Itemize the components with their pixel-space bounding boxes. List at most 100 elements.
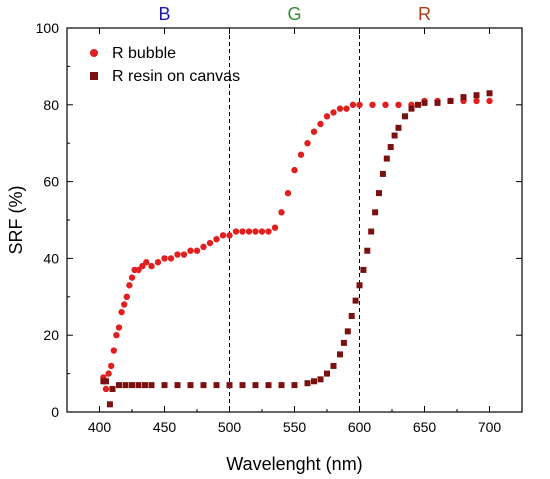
x-tick-label-450: 450 <box>153 419 177 435</box>
r-bubble-point <box>118 308 125 316</box>
r-bubble-point <box>113 332 120 339</box>
r-bubble-point <box>139 262 146 270</box>
r-bubble-point <box>115 324 123 331</box>
r-resin-on-canvas-point <box>379 170 386 177</box>
r-bubble-point <box>232 228 240 235</box>
r-resin-on-canvas-point <box>460 94 467 101</box>
r-bubble-point <box>343 105 350 112</box>
r-bubble-point <box>213 236 220 243</box>
r-bubble-point <box>304 140 311 147</box>
x-tick-label-700: 700 <box>478 419 502 435</box>
r-bubble-point <box>121 301 128 308</box>
r-bubble-point <box>135 266 142 274</box>
r-resin-on-canvas-point <box>109 385 116 392</box>
legend-label-r-bubble: R bubble <box>112 45 176 62</box>
r-bubble-point <box>193 247 201 254</box>
r-bubble-point <box>161 255 168 262</box>
r-bubble-point <box>128 274 136 281</box>
r-resin-on-canvas-point <box>376 190 382 197</box>
plot-frame <box>66 27 523 413</box>
r-resin-on-canvas-point <box>106 401 113 408</box>
r-resin-on-canvas-point <box>415 101 421 108</box>
r-resin-on-canvas-point <box>344 328 351 335</box>
r-resin-on-canvas-point <box>348 313 355 319</box>
r-resin-on-canvas-point <box>391 132 398 139</box>
r-resin-on-canvas-point <box>368 228 375 235</box>
x-tick-label-400: 400 <box>88 419 112 435</box>
r-resin-on-canvas-point <box>383 155 390 162</box>
r-resin-on-canvas-point <box>174 382 181 389</box>
r-resin-on-canvas-point <box>337 351 343 358</box>
legend-marker-r-bubble <box>90 49 98 57</box>
r-resin-on-canvas-point <box>395 124 402 131</box>
r-resin-on-canvas-point <box>239 382 246 389</box>
r-resin-on-canvas-point <box>408 105 415 112</box>
r-resin-on-canvas-point <box>278 382 285 389</box>
y-tick-label-60: 60 <box>43 174 59 190</box>
r-bubble-point <box>317 120 324 128</box>
r-resin-on-canvas-point <box>116 382 122 389</box>
r-resin-on-canvas-point <box>447 97 454 104</box>
x-tick-label-500: 500 <box>218 419 242 435</box>
r-bubble-point <box>154 259 162 266</box>
r-resin-on-canvas-point <box>360 266 367 273</box>
r-resin-on-canvas-point <box>142 382 148 389</box>
r-bubble-point <box>148 262 155 270</box>
x-axis: 400 450 500 550 600 650 700 <box>66 28 523 435</box>
x-axis-title: Wavelenght (nm) <box>226 454 362 474</box>
r-bubble-point <box>369 101 376 109</box>
r-bubble-point <box>486 97 493 105</box>
r-bubble-point <box>382 101 389 109</box>
x-tick-label-650: 650 <box>413 419 437 435</box>
r-bubble-point <box>123 293 130 300</box>
r-bubble-point <box>323 113 331 120</box>
r-resin-on-canvas-point <box>103 378 109 385</box>
r-bubble-point <box>245 228 253 235</box>
r-bubble-point <box>473 97 480 105</box>
r-bubble-point <box>349 101 357 109</box>
r-resin-on-canvas-point <box>252 382 259 389</box>
r-bubble-point <box>297 151 305 158</box>
r-bubble-point <box>252 228 259 235</box>
region-label-g: G <box>287 4 301 24</box>
r-bubble-point <box>310 128 318 135</box>
r-bubble-point <box>143 259 150 266</box>
y-tick-label-80: 80 <box>43 97 59 113</box>
r-bubble-point <box>180 251 188 258</box>
r-resin-on-canvas-point <box>364 247 371 254</box>
r-bubble-point <box>167 255 175 262</box>
series-points <box>100 90 493 408</box>
legend-label-r-resin-on-canvas: R resin on canvas <box>112 68 240 85</box>
r-bubble-point <box>110 347 118 354</box>
r-bubble-point <box>271 224 279 231</box>
r-resin-on-canvas-point <box>226 382 233 389</box>
r-resin-on-canvas-point <box>340 339 347 346</box>
r-bubble-point <box>226 232 233 239</box>
region-label-r: R <box>418 4 431 24</box>
r-resin-on-canvas-point <box>486 90 493 97</box>
r-bubble-point <box>239 228 246 235</box>
r-bubble-point <box>219 232 227 239</box>
r-bubble-point <box>330 109 337 116</box>
r-bubble-point <box>336 105 344 112</box>
r-bubble-point <box>174 251 181 258</box>
y-axis-title: SRF (%) <box>6 186 26 255</box>
legend-marker-r-resin-on-canvas <box>90 72 98 80</box>
r-bubble-point <box>105 370 112 377</box>
y-tick-label-0: 0 <box>51 404 59 420</box>
r-bubble-point <box>284 189 292 197</box>
r-bubble-point <box>265 228 272 235</box>
r-bubble-point <box>126 282 133 289</box>
x-tick-label-600: 600 <box>348 419 372 435</box>
y-tick-label-100: 100 <box>36 20 60 36</box>
r-bubble-point <box>200 243 207 251</box>
r-resin-on-canvas-point <box>304 380 311 387</box>
r-resin-on-canvas-point <box>330 362 337 369</box>
r-bubble-point <box>395 101 402 109</box>
x-tick-label-550: 550 <box>283 419 307 435</box>
r-bubble-point <box>102 385 110 393</box>
r-resin-on-canvas-point <box>129 382 135 389</box>
r-resin-on-canvas-point <box>135 382 142 389</box>
